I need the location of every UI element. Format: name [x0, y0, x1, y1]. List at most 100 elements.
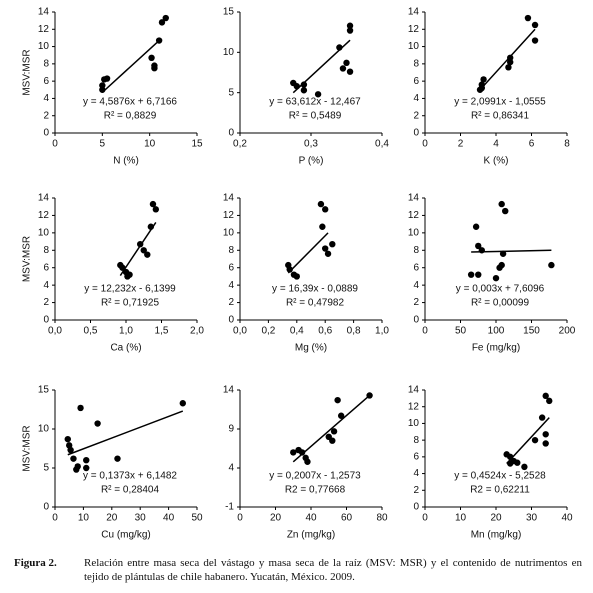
x-tick-label: 0 — [422, 513, 428, 524]
x-tick-label: 50 — [191, 513, 203, 524]
point — [521, 463, 528, 471]
annotation: y = 0,003x + 7,6096 — [456, 284, 545, 295]
point — [151, 62, 158, 69]
point — [346, 22, 354, 29]
y-tick-label: 4 — [43, 280, 49, 291]
x-tick-label: 40 — [561, 513, 573, 524]
y-tick-label: 10 — [223, 227, 235, 238]
trendline — [471, 249, 552, 253]
annotation: R² = 0,28404 — [101, 485, 160, 496]
point — [329, 437, 336, 444]
x-tick-label: 10 — [455, 513, 467, 524]
y-tick-label: 8 — [413, 245, 419, 256]
y-tick-label: 15 — [38, 385, 50, 396]
trendline — [479, 28, 536, 91]
y-tick-label: 6 — [228, 262, 234, 273]
point — [514, 459, 521, 466]
point — [330, 428, 338, 435]
x-tick-label: 5 — [100, 139, 106, 150]
point — [480, 76, 487, 83]
point — [290, 449, 297, 456]
point — [300, 87, 308, 94]
annotation: y = 63,612x - 12,467 — [269, 97, 361, 108]
point — [179, 400, 186, 407]
x-tick-label: 20 — [490, 513, 502, 524]
x-tick-label: 20 — [106, 513, 118, 524]
point — [475, 242, 482, 250]
point — [74, 463, 81, 470]
x-axis-label: N (%) — [113, 156, 139, 167]
x-tick-label: 1,5 — [155, 326, 169, 337]
caption-text: Relación entre masa seca del vástago y m… — [84, 557, 582, 583]
trendline — [292, 394, 371, 463]
x-tick-label: 0 — [422, 326, 428, 337]
x-tick-label: 6 — [529, 139, 535, 150]
x-tick-label: 0 — [52, 139, 58, 150]
x-tick-label: 0,2 — [261, 326, 275, 337]
point — [531, 436, 539, 444]
annotation: y = 4,5876x + 6,7166 — [83, 97, 177, 108]
point — [334, 396, 341, 404]
x-tick-label: 0,4 — [375, 139, 389, 150]
x-tick-label: 10 — [144, 139, 156, 150]
y-tick-label: -1 — [225, 502, 234, 513]
y-tick-label: 14 — [408, 385, 420, 396]
x-axis-label: Fe (mg/kg) — [472, 343, 520, 354]
y-tick-label: 2 — [413, 297, 419, 308]
annotation: y = 16,39x - 0,0889 — [272, 284, 358, 295]
figure: 0 2 4 6 8 10 12 14 0 5 10 15 N (%) MSV:MSR y = 4,5876x… — [22, 7, 576, 541]
point — [286, 266, 293, 273]
x-tick-label: 0 — [237, 513, 243, 524]
trendline — [292, 39, 351, 94]
point — [126, 271, 133, 278]
point — [505, 64, 512, 71]
y-tick-label: 6 — [43, 262, 49, 273]
x-tick-label: 8 — [564, 139, 570, 150]
y-tick-label: 6 — [413, 76, 419, 87]
point — [524, 14, 532, 22]
point — [498, 200, 505, 208]
x-tick-label: 0,0 — [48, 326, 62, 337]
point — [499, 250, 507, 257]
point — [70, 455, 77, 462]
point — [300, 81, 308, 88]
point — [298, 449, 306, 456]
point — [83, 464, 90, 472]
y-tick-label: 2 — [43, 297, 49, 308]
y-tick-label: 2 — [413, 485, 419, 496]
y-tick-label: 4 — [413, 468, 419, 479]
y-tick-label: 10 — [223, 47, 235, 58]
point — [162, 14, 169, 22]
y-tick-label: 2 — [43, 110, 49, 121]
x-axis-label: Cu (mg/kg) — [101, 530, 150, 541]
y-tick-label: 12 — [408, 401, 420, 412]
point — [140, 247, 147, 254]
x-tick-label: 0,4 — [290, 326, 304, 337]
x-tick-label: 40 — [305, 513, 317, 524]
point — [148, 54, 155, 62]
y-tick-label: 4 — [43, 93, 49, 104]
y-axis-label: MSV:MSR — [22, 425, 33, 471]
point — [498, 261, 505, 269]
point — [467, 271, 475, 278]
y-tick-label: 6 — [43, 76, 49, 87]
y-tick-label: 6 — [413, 451, 419, 462]
x-tick-label: 20 — [270, 513, 282, 524]
y-tick-label: 14 — [223, 193, 235, 204]
x-tick-label: 0 — [52, 513, 58, 524]
y-tick-label: 8 — [413, 435, 419, 446]
point — [531, 37, 539, 44]
point — [152, 206, 160, 213]
x-tick-label: 80 — [376, 513, 388, 524]
y-tick-label: 10 — [38, 424, 50, 435]
y-tick-label: 12 — [408, 24, 420, 35]
y-tick-label: 4 — [413, 93, 419, 104]
point — [94, 420, 101, 427]
point — [548, 261, 555, 269]
y-tick-label: 9 — [228, 424, 234, 435]
trendline — [67, 410, 184, 456]
y-tick-label: 0 — [413, 128, 419, 139]
y-tick-label: 12 — [408, 210, 420, 221]
x-tick-label: 0 — [422, 139, 428, 150]
y-tick-label: 10 — [408, 418, 420, 429]
